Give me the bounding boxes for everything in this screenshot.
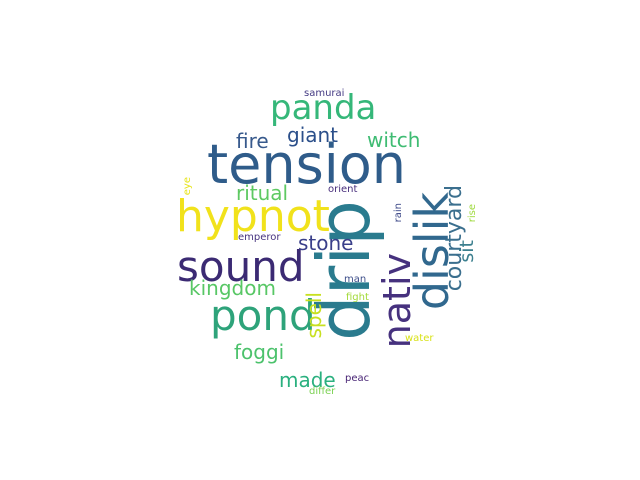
word-panda: panda xyxy=(270,88,377,128)
word-fight: fight xyxy=(346,292,369,303)
word-man: man xyxy=(344,274,367,285)
word-spell: spell xyxy=(302,292,326,339)
word-sound: sound xyxy=(177,242,305,291)
word-rise: rise xyxy=(467,204,478,223)
word-samurai: samurai xyxy=(304,88,345,99)
word-ritual: ritual xyxy=(236,181,289,205)
word-tension: tension xyxy=(207,133,407,196)
word-eye: eye xyxy=(182,177,193,196)
word-stone: stone xyxy=(298,231,354,255)
word-fire: fire xyxy=(236,129,269,153)
word-giant: giant xyxy=(287,123,339,147)
word-peac: peac xyxy=(345,373,370,384)
word-sit: sit xyxy=(456,240,478,263)
word-orient: orient xyxy=(328,184,358,195)
word-hypnot: hypnot xyxy=(176,191,330,242)
word-made: made xyxy=(279,368,336,392)
word-emperor: emperor xyxy=(238,232,281,243)
word-foggi: foggi xyxy=(234,340,285,364)
word-water: water xyxy=(405,333,434,344)
word-differ: differ xyxy=(309,386,336,397)
word-kingdom: kingdom xyxy=(189,276,276,300)
word-witch: witch xyxy=(367,128,421,152)
word-rain: rain xyxy=(393,203,404,223)
word-pond: pond xyxy=(210,291,316,340)
word-courtyard: courtyard xyxy=(442,185,467,292)
